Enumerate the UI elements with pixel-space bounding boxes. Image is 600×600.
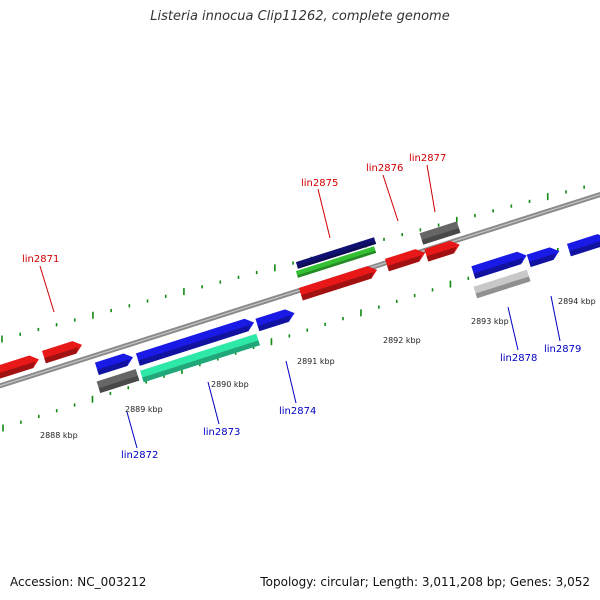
- track-lin2875-navy: [295, 237, 377, 269]
- leader-lin2875: [317, 188, 331, 239]
- gene-label-lin2877[interactable]: lin2877: [409, 153, 446, 164]
- gene-lin2877-shade: [426, 246, 457, 262]
- rna-lin2873-shade: [142, 340, 260, 383]
- rna-lin2872-shade: [98, 375, 140, 393]
- map-title: Listeria innocua Clip11262, complete gen…: [150, 9, 450, 24]
- leader-lin2871: [39, 265, 55, 313]
- scale-label: 2894 kbp: [558, 297, 596, 306]
- gene-lin2879-shade: [529, 253, 556, 268]
- scale-label: 2888 kbp: [40, 431, 78, 440]
- gene-lin2877: [424, 240, 460, 262]
- rna-lin2877: [419, 221, 461, 245]
- gene-lin2878-shade: [473, 257, 524, 279]
- gene-label-lin2879[interactable]: lin2879: [544, 344, 581, 355]
- gene-lin2879: [526, 247, 560, 268]
- gene-right-edge: [566, 234, 600, 257]
- gene-lin2873-shade: [138, 324, 251, 366]
- gene-label-lin2874[interactable]: lin2874: [279, 406, 316, 417]
- gene-lin2871-shade: [44, 347, 79, 364]
- gene-lin2872-blue: [94, 353, 134, 375]
- gene-lin2878: [471, 251, 527, 279]
- gene-lin2876: [384, 249, 426, 272]
- track-lin2875-green-shade: [297, 250, 377, 278]
- gene-lin2875: [298, 266, 378, 301]
- gene-lin2872-blue-shade: [97, 359, 130, 375]
- gene-lin2873: [135, 318, 255, 366]
- track-lin2875-navy-shade: [297, 241, 377, 269]
- gene-label-lin2878[interactable]: lin2878: [500, 353, 537, 364]
- gene-label-lin2873[interactable]: lin2873: [203, 427, 240, 438]
- gene-lin2871: [41, 341, 83, 364]
- leader-lin2877: [426, 164, 436, 213]
- track-lin2875-green: [295, 246, 377, 278]
- gene-right-edge-shade: [569, 240, 600, 257]
- gene-label-lin2871[interactable]: lin2871: [22, 254, 59, 265]
- rna-lin2873: [140, 333, 260, 383]
- leader-lin2872: [126, 411, 138, 449]
- scale-label: 2890 kbp: [211, 380, 249, 389]
- leader-lin2873: [207, 381, 220, 425]
- accession-text: Accession: NC_003212: [10, 575, 147, 589]
- rna-lin2872: [96, 369, 140, 393]
- scale-label: 2891 kbp: [297, 357, 335, 366]
- scale-label: 2893 kbp: [471, 317, 509, 326]
- rna-lin2878: [473, 269, 531, 299]
- gene-red-left-shade: [0, 361, 36, 379]
- label-leaders: [39, 164, 561, 449]
- leader-lin2879: [550, 295, 561, 342]
- label-layer: 2888 kbp 2889 kbp 2890 kbp 2891 kbp 2892 kbp…: [22, 153, 596, 461]
- gene-lin2875-shade: [301, 272, 374, 301]
- gene-label-lin2875[interactable]: lin2875: [301, 178, 338, 189]
- scale-label: 2889 kbp: [125, 405, 163, 414]
- gene-lin2874: [255, 309, 295, 332]
- gene-lin2874-shade: [257, 315, 292, 332]
- gene-label-lin2876[interactable]: lin2876: [366, 163, 403, 174]
- leader-lin2878: [507, 306, 519, 351]
- feature-layer: [0, 221, 600, 393]
- genome-summary: Topology: circular; Length: 3,011,208 bp…: [260, 575, 590, 589]
- rna-lin2878-shade: [475, 276, 531, 299]
- scale-label: 2892 kbp: [383, 336, 421, 345]
- leader-lin2876: [382, 174, 399, 222]
- gene-red-left: [0, 355, 39, 379]
- gene-label-lin2872[interactable]: lin2872: [121, 450, 158, 461]
- leader-lin2874: [285, 360, 297, 404]
- rna-lin2877-shade: [421, 228, 461, 245]
- gene-lin2876-shade: [387, 255, 422, 272]
